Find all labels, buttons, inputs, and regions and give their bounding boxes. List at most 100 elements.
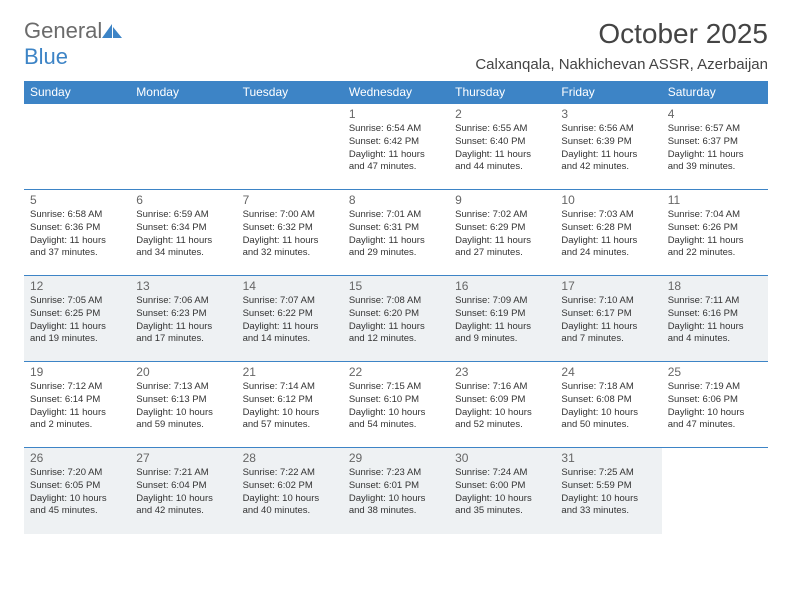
day-details: Sunrise: 6:54 AMSunset: 6:42 PMDaylight:… [349, 123, 443, 174]
day-number: 13 [136, 279, 230, 293]
day-details: Sunrise: 7:01 AMSunset: 6:31 PMDaylight:… [349, 209, 443, 260]
day-details: Sunrise: 7:23 AMSunset: 6:01 PMDaylight:… [349, 467, 443, 518]
day-details: Sunrise: 6:58 AMSunset: 6:36 PMDaylight:… [30, 209, 124, 260]
day-number: 5 [30, 193, 124, 207]
calendar-cell: 17Sunrise: 7:10 AMSunset: 6:17 PMDayligh… [555, 276, 661, 362]
day-details: Sunrise: 7:20 AMSunset: 6:05 PMDaylight:… [30, 467, 124, 518]
day-details: Sunrise: 7:03 AMSunset: 6:28 PMDaylight:… [561, 209, 655, 260]
calendar-cell: 13 Sunrise: 7:06 AMSunset: 6:23 PMDayligh… [130, 276, 236, 362]
day-number: 23 [455, 365, 549, 379]
day-number: 12 [30, 279, 124, 293]
brand-logo: General Blue [24, 18, 122, 70]
day-details: Sunrise: 7:11 AMSunset: 6:16 PMDaylight:… [668, 295, 762, 346]
day-details: Sunrise: 7:04 AMSunset: 6:26 PMDaylight:… [668, 209, 762, 260]
day-details: Sunrise: 7:22 AMSunset: 6:02 PMDaylight:… [243, 467, 337, 518]
day-details: Sunrise: 7:06 AMSunset: 6:23 PMDaylight:… [136, 295, 230, 346]
day-number: 6 [136, 193, 230, 207]
header: General Blue October 2025 Calxanqala, Na… [24, 18, 768, 73]
calendar-cell: 25 Sunrise: 7:19 AMSunset: 6:06 PMDayligh… [662, 362, 768, 448]
calendar-cell: 6 Sunrise: 6:59 AMSunset: 6:34 PMDaylight… [130, 190, 236, 276]
day-number: 8 [349, 193, 443, 207]
day-details: Sunrise: 7:25 AMSunset: 5:59 PMDaylight:… [561, 467, 655, 518]
day-number: 25 [668, 365, 762, 379]
calendar-cell [237, 104, 343, 190]
calendar-table: SundayMondayTuesdayWednesdayThursdayFrid… [24, 81, 768, 534]
day-details: Sunrise: 7:07 AMSunset: 6:22 PMDaylight:… [243, 295, 337, 346]
calendar-cell: 14 Sunrise: 7:07 AMSunset: 6:22 PMDayligh… [237, 276, 343, 362]
day-details: Sunrise: 7:16 AMSunset: 6:09 PMDaylight:… [455, 381, 549, 432]
day-header: Sunday [24, 81, 130, 104]
calendar-cell: 5 Sunrise: 6:58 AMSunset: 6:36 PMDaylight… [24, 190, 130, 276]
day-number: 16 [455, 279, 549, 293]
sail-icon [102, 24, 122, 38]
day-details: Sunrise: 7:10 AMSunset: 6:17 PMDaylight:… [561, 295, 655, 346]
day-number: 11 [668, 193, 762, 207]
day-header: Wednesday [343, 81, 449, 104]
calendar-week: 5 Sunrise: 6:58 AMSunset: 6:36 PMDaylight… [24, 190, 768, 276]
calendar-cell: 7Sunrise: 7:00 AMSunset: 6:32 PMDaylight… [237, 190, 343, 276]
brand-part2: Blue [24, 44, 68, 69]
day-details: Sunrise: 7:14 AMSunset: 6:12 PMDaylight:… [243, 381, 337, 432]
day-number: 28 [243, 451, 337, 465]
day-number: 29 [349, 451, 443, 465]
calendar-cell: 30 Sunrise: 7:24 AMSunset: 6:00 PMDayligh… [449, 448, 555, 534]
day-number: 1 [349, 107, 443, 121]
location-text: Calxanqala, Nakhichevan ASSR, Azerbaijan [475, 56, 768, 73]
calendar-cell: 24 Sunrise: 7:18 AMSunset: 6:08 PMDayligh… [555, 362, 661, 448]
calendar-cell: 27Sunrise: 7:21 AMSunset: 6:04 PMDayligh… [130, 448, 236, 534]
day-details: Sunrise: 7:12 AMSunset: 6:14 PMDaylight:… [30, 381, 124, 432]
day-number: 7 [243, 193, 337, 207]
day-number: 26 [30, 451, 124, 465]
day-number: 14 [243, 279, 337, 293]
calendar-cell: 29 Sunrise: 7:23 AMSunset: 6:01 PMDayligh… [343, 448, 449, 534]
day-number: 20 [136, 365, 230, 379]
calendar-cell: 23 Sunrise: 7:16 AMSunset: 6:09 PMDayligh… [449, 362, 555, 448]
calendar-cell: 26 Sunrise: 7:20 AMSunset: 6:05 PMDayligh… [24, 448, 130, 534]
calendar-cell: 11 Sunrise: 7:04 AMSunset: 6:26 PMDayligh… [662, 190, 768, 276]
day-details: Sunrise: 7:02 AMSunset: 6:29 PMDaylight:… [455, 209, 549, 260]
day-number: 30 [455, 451, 549, 465]
calendar-cell: 8 Sunrise: 7:01 AMSunset: 6:31 PMDaylight… [343, 190, 449, 276]
calendar-cell [662, 448, 768, 534]
day-details: Sunrise: 7:13 AMSunset: 6:13 PMDaylight:… [136, 381, 230, 432]
calendar-cell: 28 Sunrise: 7:22 AMSunset: 6:02 PMDayligh… [237, 448, 343, 534]
day-number: 31 [561, 451, 655, 465]
calendar-week: 19 Sunrise: 7:12 AMSunset: 6:14 PMDayligh… [24, 362, 768, 448]
calendar-cell: 31 Sunrise: 7:25 AMSunset: 5:59 PMDayligh… [555, 448, 661, 534]
day-details: Sunrise: 6:57 AMSunset: 6:37 PMDaylight:… [668, 123, 762, 174]
title-block: October 2025 Calxanqala, Nakhichevan ASS… [475, 18, 768, 73]
day-details: Sunrise: 7:08 AMSunset: 6:20 PMDaylight:… [349, 295, 443, 346]
brand-text: General Blue [24, 18, 122, 70]
calendar-header-row: SundayMondayTuesdayWednesdayThursdayFrid… [24, 81, 768, 104]
calendar-cell: 21Sunrise: 7:14 AMSunset: 6:12 PMDayligh… [237, 362, 343, 448]
day-details: Sunrise: 6:55 AMSunset: 6:40 PMDaylight:… [455, 123, 549, 174]
day-number: 10 [561, 193, 655, 207]
calendar-cell: 15Sunrise: 7:08 AMSunset: 6:20 PMDayligh… [343, 276, 449, 362]
calendar-cell: 20 Sunrise: 7:13 AMSunset: 6:13 PMDayligh… [130, 362, 236, 448]
day-details: Sunrise: 7:18 AMSunset: 6:08 PMDaylight:… [561, 381, 655, 432]
calendar-cell: 10 Sunrise: 7:03 AMSunset: 6:28 PMDayligh… [555, 190, 661, 276]
day-details: Sunrise: 7:19 AMSunset: 6:06 PMDaylight:… [668, 381, 762, 432]
day-header: Tuesday [237, 81, 343, 104]
calendar-cell: 1 Sunrise: 6:54 AMSunset: 6:42 PMDaylight… [343, 104, 449, 190]
calendar-body: 1 Sunrise: 6:54 AMSunset: 6:42 PMDaylight… [24, 104, 768, 534]
calendar-cell: 16 Sunrise: 7:09 AMSunset: 6:19 PMDayligh… [449, 276, 555, 362]
day-header: Friday [555, 81, 661, 104]
day-details: Sunrise: 6:59 AMSunset: 6:34 PMDaylight:… [136, 209, 230, 260]
calendar-cell: 3Sunrise: 6:56 AMSunset: 6:39 PMDaylight… [555, 104, 661, 190]
calendar-cell [130, 104, 236, 190]
day-header: Monday [130, 81, 236, 104]
calendar-cell: 19 Sunrise: 7:12 AMSunset: 6:14 PMDayligh… [24, 362, 130, 448]
calendar-week: 12Sunrise: 7:05 AMSunset: 6:25 PMDayligh… [24, 276, 768, 362]
day-number: 3 [561, 107, 655, 121]
day-number: 24 [561, 365, 655, 379]
day-number: 18 [668, 279, 762, 293]
page-title: October 2025 [475, 18, 768, 50]
day-number: 19 [30, 365, 124, 379]
calendar-week: 26 Sunrise: 7:20 AMSunset: 6:05 PMDayligh… [24, 448, 768, 534]
day-details: Sunrise: 7:21 AMSunset: 6:04 PMDaylight:… [136, 467, 230, 518]
day-details: Sunrise: 7:09 AMSunset: 6:19 PMDaylight:… [455, 295, 549, 346]
calendar-cell: 18 Sunrise: 7:11 AMSunset: 6:16 PMDayligh… [662, 276, 768, 362]
day-details: Sunrise: 7:24 AMSunset: 6:00 PMDaylight:… [455, 467, 549, 518]
calendar-cell: 4Sunrise: 6:57 AMSunset: 6:37 PMDaylight… [662, 104, 768, 190]
